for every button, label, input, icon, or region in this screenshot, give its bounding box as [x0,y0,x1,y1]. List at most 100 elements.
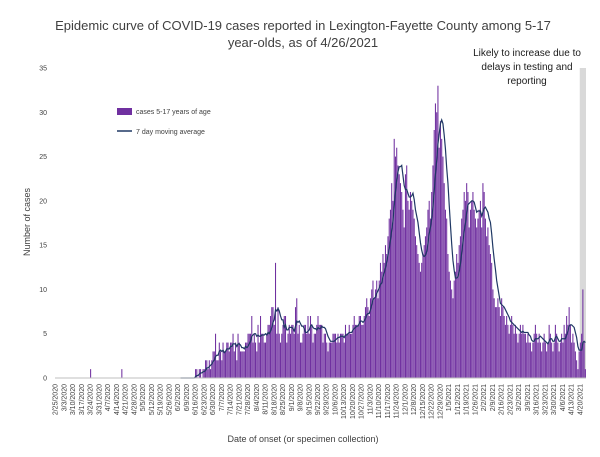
case-bar [466,183,468,378]
case-bar [573,342,575,378]
case-bar [498,307,500,378]
y-tick-label: 35 [39,66,47,73]
case-bar [217,360,219,378]
case-bar [408,209,410,378]
case-bar [322,342,324,378]
case-bar [414,236,416,378]
case-bar [559,342,561,378]
case-bar [379,262,381,378]
case-bar [272,307,274,378]
case-bar [211,360,213,378]
case-bar [458,245,460,378]
x-tick-label: 6/30/2020 [210,384,217,415]
case-bar [302,333,304,378]
case-bar [493,298,495,378]
y-tick-label: 5 [43,331,47,338]
case-bar [373,298,375,378]
case-bar [527,333,529,378]
case-bar [331,342,333,378]
case-bar [317,316,319,378]
case-bar [499,316,501,378]
x-tick-label: 4/20/2021 [577,384,584,415]
case-bar [436,112,438,379]
x-tick-label: 9/8/2020 [298,384,305,411]
case-bar [235,342,237,378]
x-tick-label: 7/21/2020 [236,384,243,415]
case-bar [581,333,583,378]
case-bar [397,165,399,378]
case-bar [549,333,551,378]
case-bar [432,165,434,378]
case-bar [245,342,247,378]
case-bar [394,156,396,378]
case-bar [208,360,210,378]
case-bar [324,333,327,378]
case-bar [356,324,358,378]
case-bar [424,236,426,378]
case-bar [461,218,463,378]
case-bar [563,324,565,378]
case-bar [442,156,444,378]
case-bar [195,369,197,378]
case-bar [90,369,92,378]
case-bar [471,200,473,378]
x-tick-label: 11/10/2020 [376,384,383,419]
case-bar [267,324,269,378]
x-tick-label: 12/15/2020 [420,384,427,419]
case-bar [476,227,478,378]
case-bar [494,307,496,378]
case-bar [507,324,509,378]
y-tick-label: 30 [39,110,47,117]
case-bar [277,307,279,378]
case-bar [251,316,253,378]
case-bar [323,333,325,378]
case-bar [403,227,405,378]
case-bar [377,298,379,378]
case-bar [260,316,262,378]
case-bar [443,183,445,378]
x-tick-label: 2/25/2020 [53,384,60,415]
case-bar [504,324,506,378]
case-bar [529,342,531,378]
x-tick-label: 3/9/2021 [525,384,532,411]
case-bar [418,262,420,378]
case-bar [572,333,574,378]
case-bar [258,342,260,378]
case-bar [518,333,520,378]
case-bar [273,324,275,378]
case-bar [417,254,419,378]
case-bar [311,324,313,378]
case-bar [456,254,458,378]
x-tick-label: 4/13/2021 [569,384,576,415]
x-tick-label: 10/20/2020 [350,384,357,419]
case-bar [337,333,339,378]
case-bar [473,209,475,378]
case-bar [247,333,249,378]
case-bar [220,351,222,378]
case-bar [283,316,285,378]
case-bar [522,324,524,378]
case-bar [262,333,264,378]
case-bar [314,333,317,378]
case-bar [514,324,516,378]
case-bar [301,342,303,378]
x-tick-label: 7/28/2020 [245,384,252,415]
x-tick-label: 12/29/2020 [437,384,444,419]
case-bar [479,200,481,378]
case-bar [501,298,503,378]
delay-annotation: Likely to increase due to delays in test… [473,48,581,87]
case-bar [213,351,215,378]
x-tick-label: 9/15/2020 [306,384,313,415]
case-bar [503,316,505,378]
case-bar [486,236,488,378]
case-bar [348,324,350,378]
case-bar [451,289,453,378]
case-bar [293,333,295,378]
case-bar [240,351,242,378]
case-bar [452,298,454,378]
case-bar [496,307,498,378]
case-bar [196,369,198,378]
case-bar [210,369,212,378]
case-bar [334,333,337,378]
x-tick-label: 8/4/2020 [254,384,261,411]
